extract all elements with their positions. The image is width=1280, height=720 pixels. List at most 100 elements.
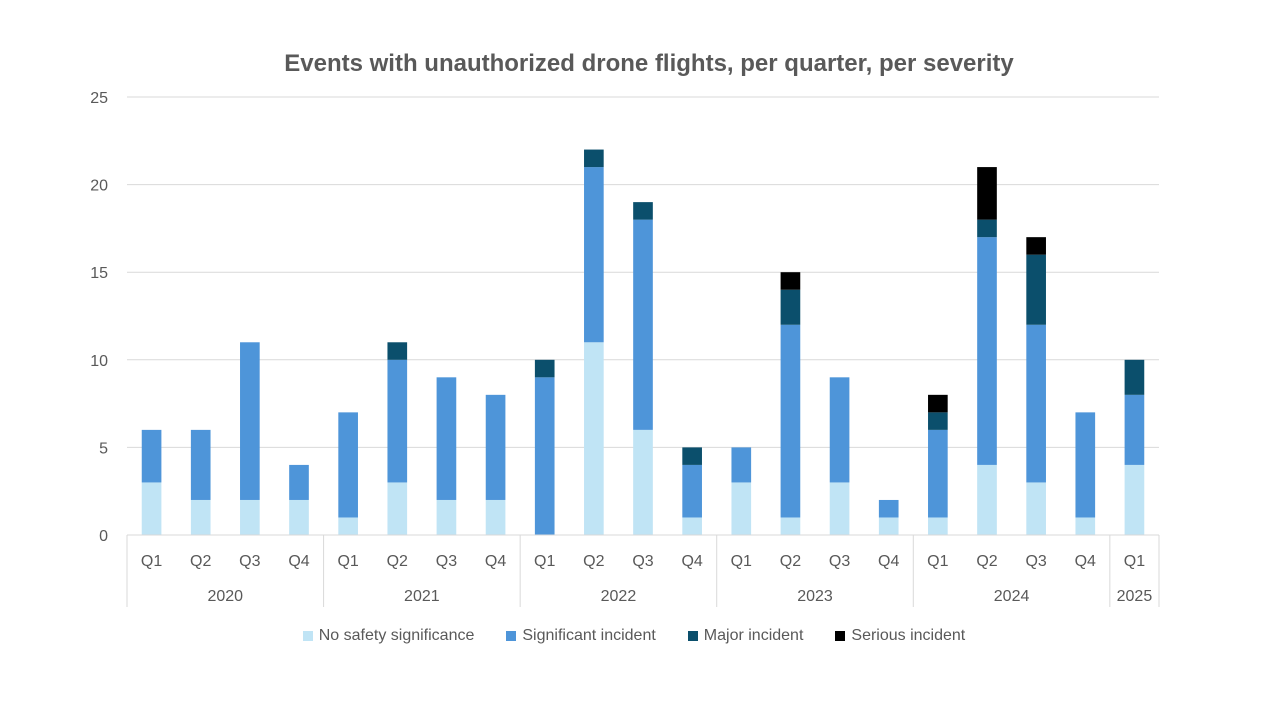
- bar-segment-major-incident: [682, 447, 702, 465]
- bar-segment-significant-incident: [878, 499, 899, 518]
- bar-segment-serious-incident: [780, 272, 801, 290]
- bar-segment-significant-incident: [928, 429, 948, 518]
- x-group-label: 2022: [601, 588, 637, 605]
- bar-segment-no-safety-significance: [338, 517, 358, 535]
- x-tick-label: Q4: [1075, 553, 1096, 570]
- x-tick-label: Q4: [288, 553, 309, 570]
- y-tick-label: 10: [90, 353, 108, 370]
- x-group-label: 2025: [1117, 588, 1153, 605]
- bar-segment-no-safety-significance: [633, 429, 653, 535]
- bar-segment-significant-incident: [829, 377, 850, 483]
- x-group-label: 2021: [404, 588, 440, 605]
- bar-segment-no-safety-significance: [190, 499, 211, 535]
- bar-segment-no-safety-significance: [682, 517, 702, 535]
- bar-segment-serious-incident: [928, 394, 948, 413]
- bar-segment-significant-incident: [1026, 324, 1046, 483]
- bar-segment-no-safety-significance: [780, 517, 801, 535]
- bar-segment-serious-incident: [1026, 237, 1046, 255]
- bar-segment-significant-incident: [240, 342, 260, 500]
- bar-segment-significant-incident: [1075, 412, 1096, 518]
- bar-segment-no-safety-significance: [1075, 517, 1096, 535]
- bar-segment-significant-incident: [780, 324, 801, 518]
- chart-title: Events with unauthorized drone flights, …: [284, 50, 1014, 77]
- bar-segment-no-safety-significance: [584, 342, 604, 535]
- bar-segment-no-safety-significance: [485, 499, 506, 535]
- bars: [141, 149, 1145, 535]
- x-tick-label: Q1: [337, 553, 358, 570]
- bar-segment-no-safety-significance: [878, 517, 899, 535]
- legend-item: Serious incident: [835, 627, 965, 645]
- x-group-label: 2020: [207, 588, 243, 605]
- bar-segment-no-safety-significance: [141, 482, 162, 535]
- y-tick-label: 5: [99, 440, 108, 457]
- bar-segment-significant-incident: [731, 447, 752, 483]
- x-tick-label: Q3: [239, 553, 260, 570]
- x-tick-label: Q1: [731, 553, 752, 570]
- bar-segment-major-incident: [977, 219, 997, 238]
- bar-segment-significant-incident: [289, 464, 309, 500]
- bar-segment-major-incident: [633, 202, 653, 220]
- legend-swatch: [506, 631, 517, 641]
- bar-segment-significant-incident: [485, 394, 506, 500]
- legend-item: Major incident: [687, 627, 804, 645]
- y-axis: 0 5 10 15 20 25: [90, 90, 108, 545]
- x-tick-label: Q2: [780, 553, 801, 570]
- legend-label: Significant incident: [522, 627, 656, 644]
- bar-segment-no-safety-significance: [387, 482, 408, 535]
- bar-segment-no-safety-significance: [731, 482, 752, 535]
- y-tick-label: 20: [90, 178, 108, 195]
- bar-segment-no-safety-significance: [289, 499, 309, 535]
- bar-segment-significant-incident: [584, 167, 604, 343]
- bar-segment-no-safety-significance: [829, 482, 850, 535]
- bar-segment-significant-incident: [977, 237, 997, 465]
- x-tick-label: Q4: [485, 553, 506, 570]
- legend-swatch: [302, 631, 313, 641]
- legend-item: Significant incident: [506, 627, 656, 645]
- x-group-label: 2024: [994, 588, 1030, 605]
- legend-label: Major incident: [703, 627, 804, 644]
- bar-segment-significant-incident: [387, 359, 408, 483]
- x-tick-label: Q3: [1025, 553, 1046, 570]
- bar-segment-significant-incident: [682, 464, 702, 518]
- x-tick-label: Q2: [583, 553, 604, 570]
- y-tick-label: 15: [90, 265, 108, 282]
- x-tick-label: Q3: [829, 553, 850, 570]
- x-tick-label: Q1: [534, 553, 555, 570]
- x-tick-label: Q3: [632, 553, 653, 570]
- y-tick-label: 0: [99, 528, 108, 545]
- bar-segment-no-safety-significance: [928, 517, 948, 535]
- x-tick-label: Q2: [387, 553, 408, 570]
- bar-segment-major-incident: [387, 342, 408, 360]
- x-tick-label: Q1: [141, 553, 162, 570]
- bar-segment-significant-incident: [534, 377, 555, 535]
- bar-segment-significant-incident: [338, 412, 358, 518]
- legend-swatch: [835, 631, 846, 641]
- x-group-label: 2023: [797, 588, 833, 605]
- bar-segment-major-incident: [780, 289, 801, 325]
- bar-segment-major-incident: [584, 149, 604, 168]
- legend-item: No safety significance: [302, 627, 474, 645]
- legend-swatch: [687, 631, 698, 641]
- bar-segment-significant-incident: [436, 377, 457, 500]
- bar-segment-no-safety-significance: [436, 499, 457, 535]
- bar-segment-significant-incident: [190, 429, 211, 500]
- x-tick-label: Q4: [878, 553, 899, 570]
- bar-segment-significant-incident: [141, 429, 162, 483]
- bar-segment-serious-incident: [977, 167, 997, 220]
- bar-segment-major-incident: [928, 412, 948, 430]
- x-tick-label: Q4: [681, 553, 702, 570]
- x-axis: Q1 Q2 Q3 Q4 Q1 Q2 Q3 Q4 Q1 Q2 Q3 Q4 Q1 Q2 Q3 Q4 Q1 Q2 Q3 Q4…: [126, 534, 1160, 607]
- x-tick-label: Q2: [190, 553, 211, 570]
- bar-segment-no-safety-significance: [1026, 482, 1046, 535]
- x-tick-label: Q2: [976, 553, 997, 570]
- x-tick-label: Q1: [1124, 553, 1145, 570]
- bar-segment-no-safety-significance: [240, 499, 260, 535]
- bar-segment-major-incident: [1026, 254, 1046, 325]
- x-tick-label: Q1: [927, 553, 948, 570]
- bar-segment-major-incident: [1124, 359, 1145, 395]
- legend: No safety significance Significant incide…: [0, 627, 1268, 645]
- x-tick-label: Q3: [436, 553, 457, 570]
- legend-label: Serious incident: [851, 627, 966, 644]
- bar-segment-major-incident: [534, 359, 555, 378]
